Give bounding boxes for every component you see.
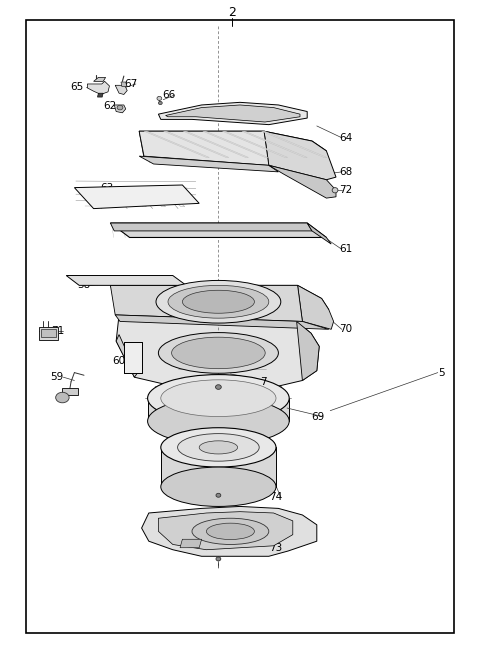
Text: 72: 72 xyxy=(339,185,352,195)
Text: 60: 60 xyxy=(112,356,126,367)
Ellipse shape xyxy=(158,101,162,105)
Ellipse shape xyxy=(216,384,221,390)
Polygon shape xyxy=(158,102,307,125)
Polygon shape xyxy=(203,131,268,157)
Ellipse shape xyxy=(157,96,162,100)
Text: 64: 64 xyxy=(339,133,352,143)
Polygon shape xyxy=(298,285,334,329)
Polygon shape xyxy=(110,285,302,321)
Text: 7: 7 xyxy=(260,377,266,387)
Polygon shape xyxy=(144,131,209,157)
Polygon shape xyxy=(124,342,142,373)
Polygon shape xyxy=(142,506,317,556)
Polygon shape xyxy=(41,329,56,337)
Ellipse shape xyxy=(192,518,269,544)
Text: 66: 66 xyxy=(162,90,176,100)
Polygon shape xyxy=(110,223,326,237)
Polygon shape xyxy=(180,539,202,548)
Polygon shape xyxy=(166,105,300,122)
Polygon shape xyxy=(183,131,249,157)
Text: 61: 61 xyxy=(339,244,352,255)
Polygon shape xyxy=(26,20,454,633)
Text: 73: 73 xyxy=(269,543,283,554)
Ellipse shape xyxy=(199,441,238,454)
Polygon shape xyxy=(62,388,78,395)
Polygon shape xyxy=(264,131,336,180)
Polygon shape xyxy=(158,512,293,550)
Polygon shape xyxy=(139,131,326,157)
Polygon shape xyxy=(139,131,269,165)
Ellipse shape xyxy=(158,333,278,373)
Polygon shape xyxy=(74,185,199,209)
Text: 74: 74 xyxy=(269,492,283,502)
Text: 68: 68 xyxy=(339,167,352,177)
Ellipse shape xyxy=(56,392,69,403)
Ellipse shape xyxy=(206,523,254,539)
Polygon shape xyxy=(115,315,329,329)
Ellipse shape xyxy=(182,290,254,314)
Ellipse shape xyxy=(148,375,289,422)
Text: 67: 67 xyxy=(124,79,137,89)
Polygon shape xyxy=(97,93,103,97)
Ellipse shape xyxy=(172,337,265,369)
Text: 63: 63 xyxy=(100,182,113,193)
Polygon shape xyxy=(242,131,307,157)
Ellipse shape xyxy=(178,434,259,461)
Polygon shape xyxy=(262,131,327,157)
Text: 62: 62 xyxy=(103,101,116,112)
Ellipse shape xyxy=(216,493,221,497)
Polygon shape xyxy=(94,77,106,81)
Ellipse shape xyxy=(117,105,123,110)
Polygon shape xyxy=(39,327,58,340)
Ellipse shape xyxy=(156,281,281,323)
Text: 5: 5 xyxy=(438,367,445,378)
Polygon shape xyxy=(114,105,126,113)
Text: 65: 65 xyxy=(70,81,84,92)
Polygon shape xyxy=(139,156,278,172)
Ellipse shape xyxy=(216,557,221,561)
Polygon shape xyxy=(297,321,319,380)
Polygon shape xyxy=(307,223,331,244)
Polygon shape xyxy=(148,398,289,421)
Text: 2: 2 xyxy=(228,6,236,19)
Polygon shape xyxy=(116,335,137,377)
Ellipse shape xyxy=(168,285,269,318)
Text: 71: 71 xyxy=(51,325,64,336)
Text: 59: 59 xyxy=(50,372,63,382)
Polygon shape xyxy=(161,447,276,487)
Ellipse shape xyxy=(161,428,276,467)
Ellipse shape xyxy=(161,380,276,417)
Polygon shape xyxy=(116,315,319,388)
Ellipse shape xyxy=(148,398,289,445)
Text: 69: 69 xyxy=(311,411,324,422)
Polygon shape xyxy=(110,285,329,316)
Text: 58: 58 xyxy=(77,280,91,291)
Polygon shape xyxy=(66,276,186,285)
Polygon shape xyxy=(164,131,229,157)
Polygon shape xyxy=(269,165,336,198)
Polygon shape xyxy=(222,131,288,157)
Polygon shape xyxy=(87,81,109,94)
Polygon shape xyxy=(110,223,312,231)
Ellipse shape xyxy=(332,188,338,193)
Text: 70: 70 xyxy=(339,324,352,335)
Polygon shape xyxy=(115,85,127,94)
Ellipse shape xyxy=(161,467,276,506)
Polygon shape xyxy=(121,82,127,87)
